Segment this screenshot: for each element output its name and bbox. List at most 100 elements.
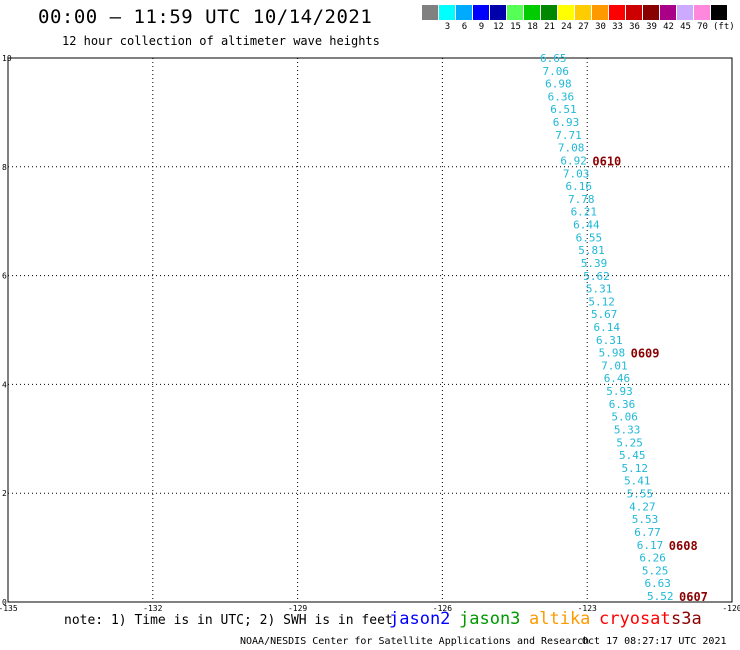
wave-height-label: 5.33 — [614, 423, 641, 436]
legend-swatch-label: 12 — [493, 22, 504, 32]
satellite-label-altika: altika — [529, 609, 591, 629]
wave-height-label: 5.81 — [578, 244, 605, 257]
legend-swatch — [592, 5, 608, 20]
wave-height-label: 6.51 — [550, 103, 577, 116]
plot-frame — [7, 57, 733, 603]
x-tick-label: -135 — [0, 604, 18, 613]
y-tick-label: 6 — [2, 272, 7, 281]
legend-swatch-label: 42 — [663, 22, 674, 32]
note-text: note: 1) Time is in UTC; 2) SWH is in fe… — [64, 613, 393, 628]
wave-height-label: 5.06 — [611, 411, 638, 424]
legend-swatch-label: 45 — [680, 22, 691, 32]
wave-height-label: 5.25 — [642, 564, 669, 577]
legend-swatch — [524, 5, 540, 20]
legend-swatch — [456, 5, 472, 20]
wave-height-label: 6.26 — [639, 552, 666, 565]
wave-height-label: 6.17 — [637, 539, 664, 552]
wave-height-label: 6.77 — [634, 526, 661, 539]
wave-height-label: 7.71 — [555, 129, 582, 142]
legend-swatch — [507, 5, 523, 20]
wave-height-label: 6.93 — [553, 116, 580, 129]
satellite-label-jason3: jason3 — [459, 609, 521, 629]
wave-height-label: 6.31 — [596, 334, 623, 347]
legend-swatch — [439, 5, 455, 20]
wave-height-label: 7.01 — [601, 359, 628, 372]
map-subtitle: 12 hour collection of altimeter wave hei… — [62, 34, 380, 48]
wave-height-label: 6.14 — [594, 321, 621, 334]
legend-swatch — [558, 5, 574, 20]
wave-height-label: 5.93 — [606, 385, 633, 398]
wave-height-label: 6.46 — [604, 372, 631, 385]
wave-height-label: 6.98 — [545, 78, 572, 91]
footer-credit: NOAA/NESDIS Center for Satellite Applica… — [240, 636, 590, 647]
legend-swatch-label: 27 — [578, 22, 589, 32]
legend-swatch — [643, 5, 659, 20]
satellite-label-jason2: jason2 — [389, 609, 451, 629]
wave-height-label: 6.65 — [540, 52, 567, 65]
wave-height-label: 6.36 — [609, 398, 636, 411]
legend-swatch-label: 3 — [444, 22, 451, 32]
wave-height-label: 5.45 — [619, 449, 646, 462]
wave-height-label: 5.62 — [583, 270, 610, 283]
legend-swatch — [609, 5, 625, 20]
legend-swatch — [711, 5, 727, 20]
legend-swatch-label: 33 — [612, 22, 623, 32]
wave-height-label: 4.27 — [629, 500, 656, 513]
legend-swatch — [473, 5, 489, 20]
legend-swatch — [575, 5, 591, 20]
wave-height-label: 5.25 — [616, 436, 643, 449]
wave-height-label: 6.92 — [560, 154, 587, 167]
wave-height-label: 5.67 — [591, 308, 618, 321]
legend-swatch — [422, 5, 438, 20]
y-tick-label: 8 — [2, 163, 7, 172]
wave-height-label: 5.31 — [586, 283, 613, 296]
wave-height-label: 5.41 — [624, 475, 651, 488]
legend-swatch-label: 70 — [697, 22, 708, 32]
legend-swatch-label: 24 — [561, 22, 572, 32]
wave-height-label: 5.55 — [627, 488, 654, 501]
wave-height-label: 6.55 — [576, 231, 603, 244]
satellite-label-s3a: s3a — [671, 609, 702, 629]
legend-swatch — [626, 5, 642, 20]
y-tick-label: 2 — [2, 489, 7, 498]
y-tick-label: 4 — [2, 380, 7, 389]
wave-height-label: 5.12 — [588, 295, 615, 308]
map-title: 00:00 – 11:59 UTC 10/14/2021 — [38, 6, 373, 28]
legend-swatch — [660, 5, 676, 20]
legend-swatch-label: 36 — [629, 22, 640, 32]
legend-swatch — [677, 5, 693, 20]
wave-height-color-legend: (ft) 3 6 9 12 15 18 21 24 27 30 33 36 39 42 45 70 — [422, 5, 735, 35]
wave-height-label: 7.03 — [563, 167, 590, 180]
wave-height-label: 6.44 — [573, 219, 600, 232]
legend-swatch-label: 18 — [527, 22, 538, 32]
wave-height-label: 7.06 — [543, 65, 570, 78]
legend-swatch-label: 9 — [478, 22, 485, 32]
wave-height-label: 5.52 — [647, 590, 674, 603]
legend-swatch — [541, 5, 557, 20]
legend-swatch-label: 21 — [544, 22, 555, 32]
wave-height-label: 7.78 — [568, 193, 595, 206]
y-tick-label: 10 — [2, 54, 12, 63]
pass-time-label: 0608 — [669, 539, 698, 553]
legend-swatch-label: 39 — [646, 22, 657, 32]
legend-swatch — [694, 5, 710, 20]
x-tick-label: -129 — [288, 604, 307, 613]
wave-height-label: 6.36 — [548, 90, 575, 103]
wave-height-label: 6.16 — [565, 180, 592, 193]
x-tick-label: -132 — [143, 604, 162, 613]
wave-height-label: 6.63 — [644, 577, 671, 590]
legend-unit-label: (ft) — [713, 22, 735, 32]
legend-swatch-label: 30 — [595, 22, 606, 32]
wave-height-label: 6.21 — [571, 206, 598, 219]
footer-timestamp: Oct 17 08:27:17 UTC 2021 — [582, 636, 727, 647]
satellite-label-cryosat: cryosat — [599, 609, 671, 629]
wave-height-label: 5.39 — [581, 257, 608, 270]
pass-time-label: 0609 — [631, 347, 660, 361]
wave-height-label: 5.12 — [622, 462, 649, 475]
legend-swatch-label: 15 — [510, 22, 521, 32]
legend-swatch-label: 6 — [461, 22, 468, 32]
y-tick-label: 0 — [2, 598, 7, 607]
legend-swatch — [490, 5, 506, 20]
x-tick-label: -126 — [433, 604, 452, 613]
